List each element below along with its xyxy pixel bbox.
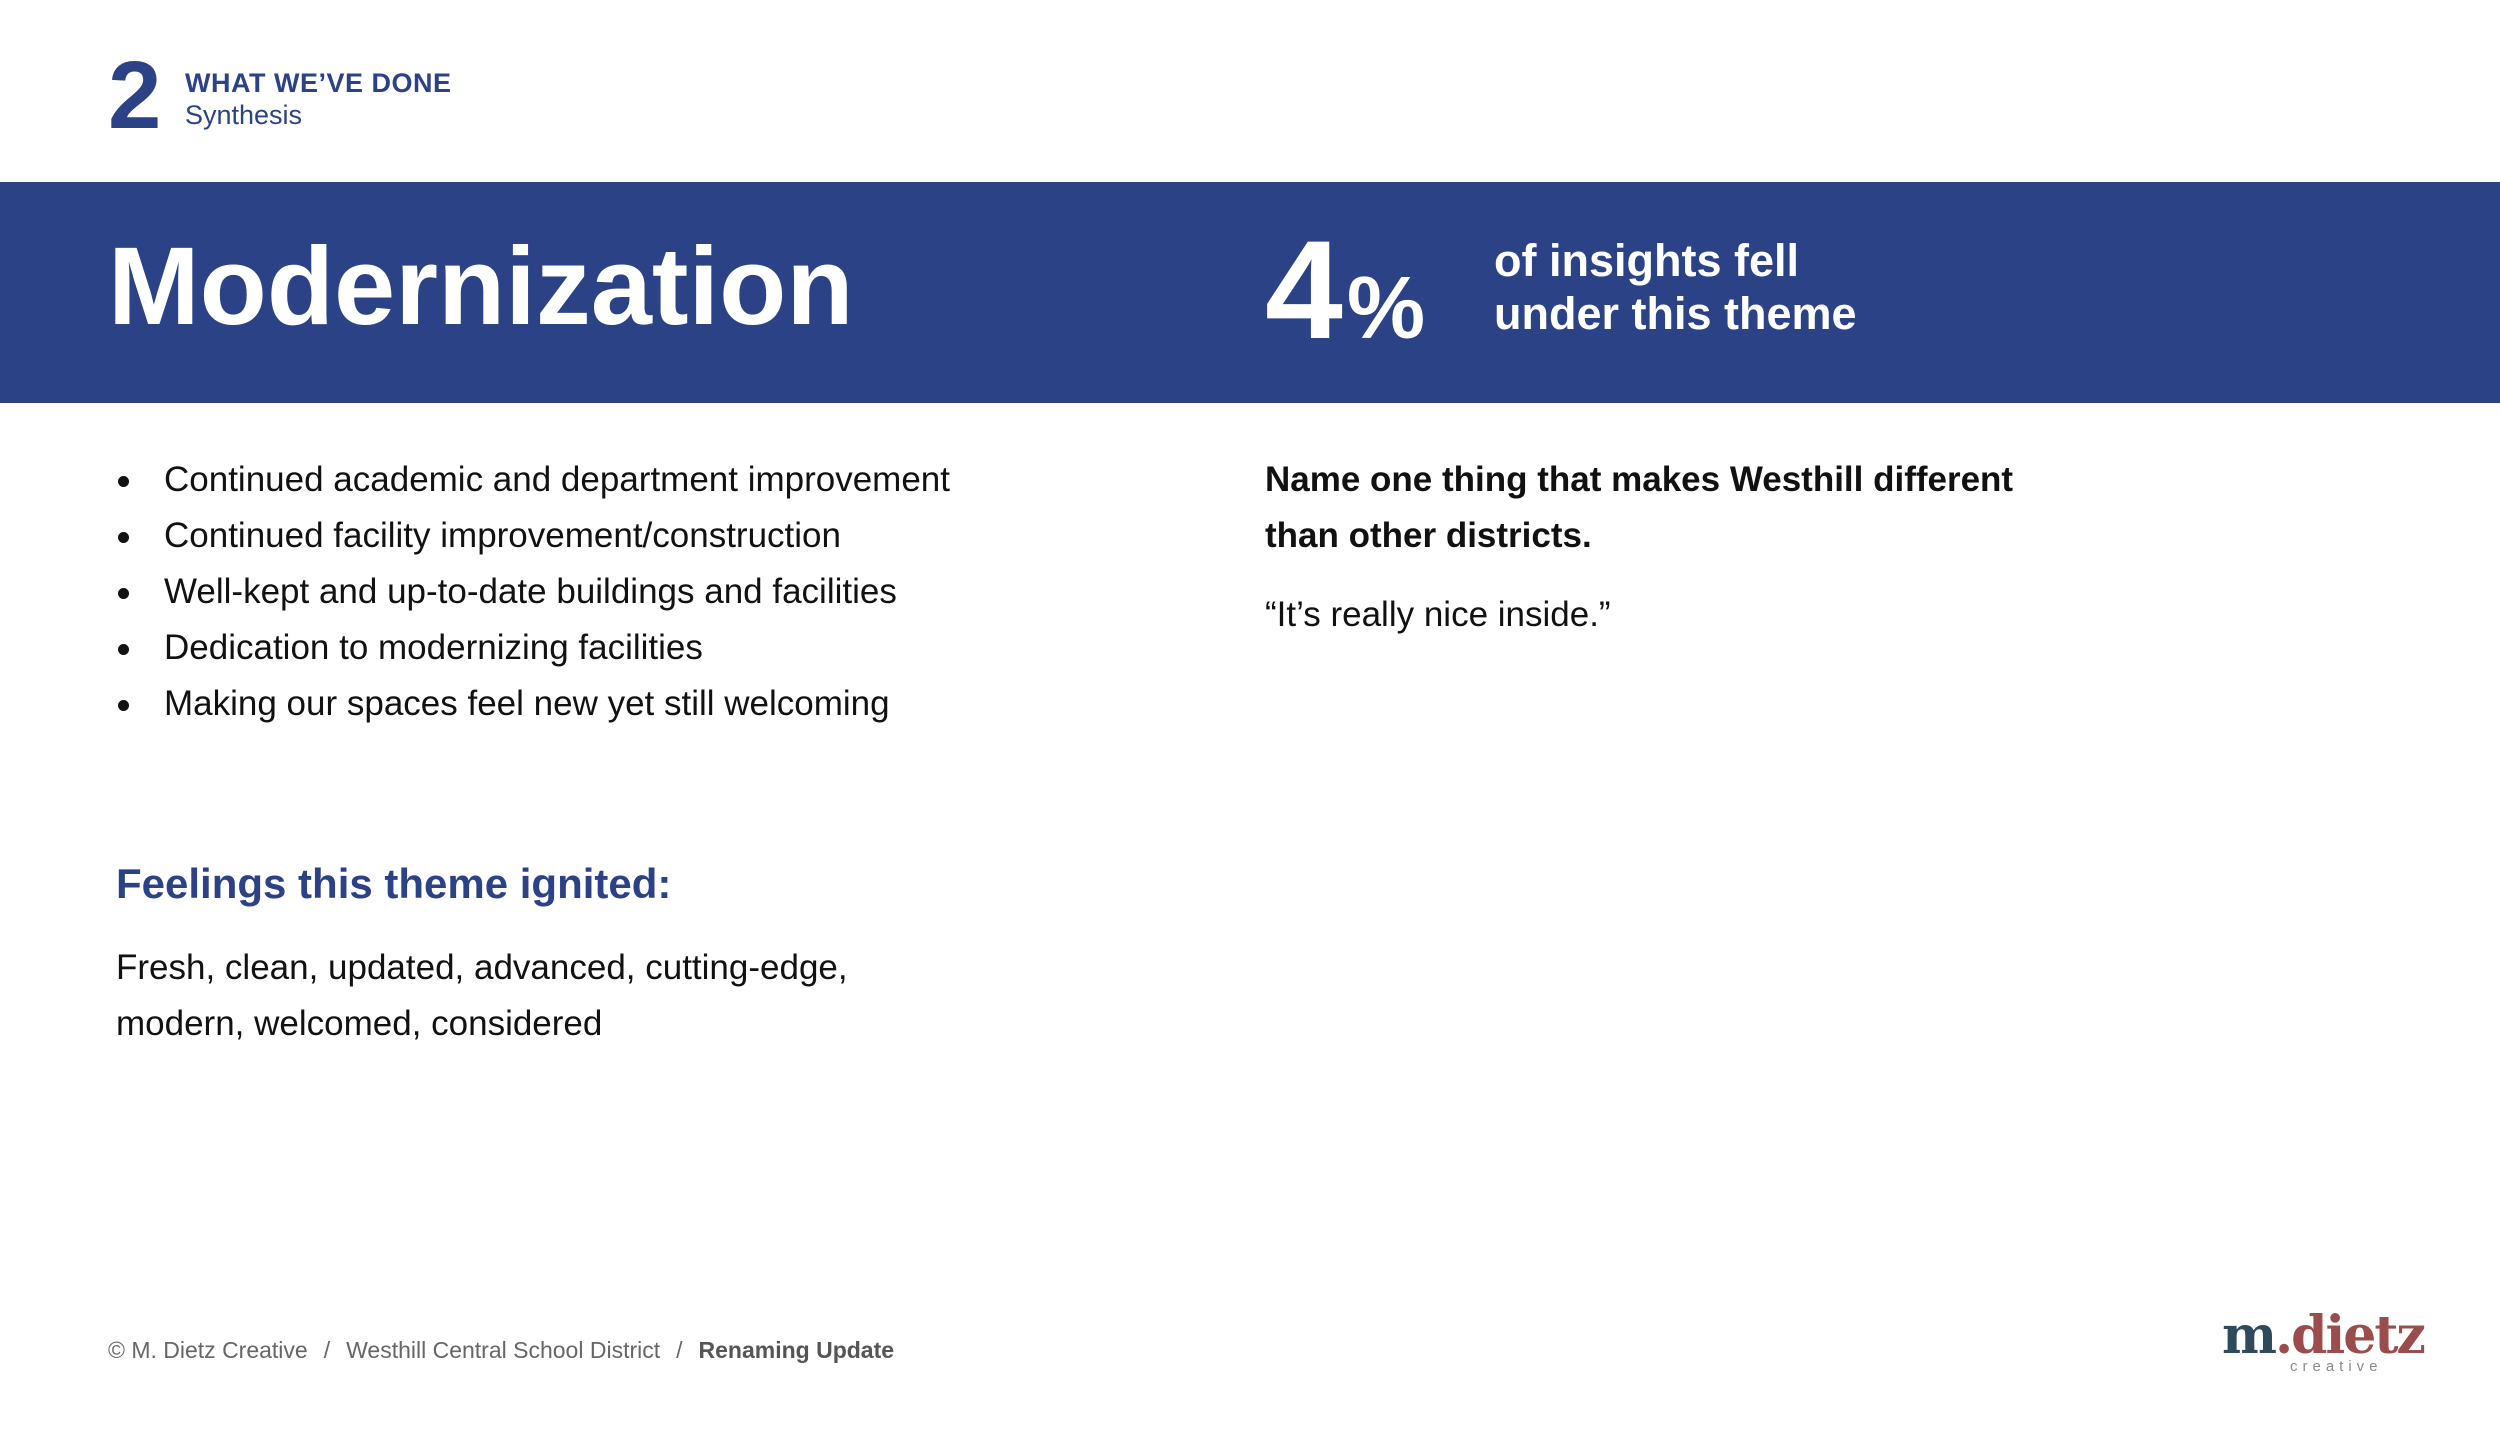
section-number: 2 <box>108 42 161 149</box>
footer-project: Renaming Update <box>698 1337 895 1363</box>
stat-caption: of insights fell under this theme <box>1494 234 1857 340</box>
survey-question: Name one thing that makes Westhill diffe… <box>1265 460 2014 555</box>
footer-separator: / <box>323 1337 331 1363</box>
logo-word-dietz: .dietz <box>2275 1305 2426 1366</box>
stat-number: 4 <box>1265 211 1343 368</box>
insight-item: Continued academic and department improv… <box>108 452 950 508</box>
feelings-text: Fresh, clean, updated, advanced, cutting… <box>116 948 848 1043</box>
footer-separator: / <box>676 1337 683 1363</box>
stat-caption-line: under this theme <box>1494 288 1857 340</box>
survey-answer-quote: “It’s really nice inside.” <box>1265 595 1611 634</box>
stat-caption-line: of insights fell <box>1494 235 1800 286</box>
footer-client: Westhill Central School District <box>346 1337 661 1363</box>
insight-stat: 4% <box>1265 220 1425 360</box>
logo-letter-m: m <box>2222 1305 2277 1366</box>
insight-item: Continued facility improvement/construct… <box>108 508 950 564</box>
mdietz-logo: m.dietz creative <box>2222 1310 2426 1380</box>
insight-item: Making our spaces feel new yet still wel… <box>108 676 950 732</box>
stat-unit: % <box>1346 258 1426 357</box>
section-subtitle: Synthesis <box>185 100 303 130</box>
theme-banner: Modernization 4% of insights fell under … <box>0 182 2500 403</box>
logo-wordmark: m.dietz <box>2222 1310 2426 1362</box>
footer: © M. Dietz Creative / Westhill Central Sch… <box>108 1337 894 1364</box>
section-title: WHAT WE’VE DONE <box>185 68 452 98</box>
footer-copyright: © M. Dietz Creative <box>108 1337 308 1363</box>
theme-title: Modernization <box>108 225 854 348</box>
feelings-heading: Feelings this theme ignited: <box>116 860 672 907</box>
insight-list: Continued academic and department improv… <box>108 452 950 732</box>
insight-item: Dedication to modernizing facilities <box>108 620 950 676</box>
logo-subtitle: creative <box>2290 1358 2383 1375</box>
insight-item: Well-kept and up-to-date buildings and f… <box>108 564 950 620</box>
